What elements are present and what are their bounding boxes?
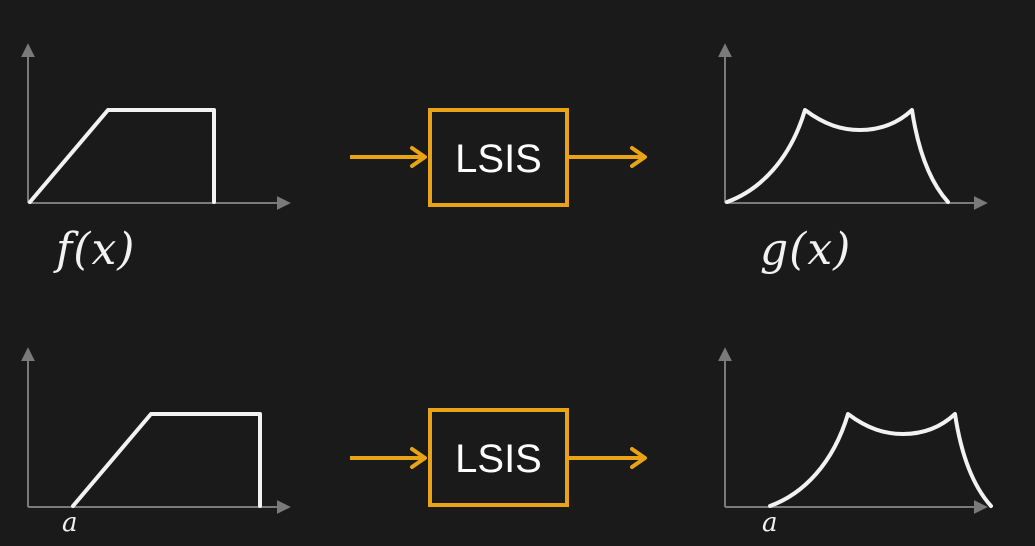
output-shift-label: a: [762, 508, 778, 538]
input-function-label: f(x): [56, 224, 136, 275]
output-arrowhead: [630, 146, 647, 168]
input-shift-label: a: [62, 508, 78, 538]
system-block-top: LSIS: [350, 108, 647, 207]
shifted-input-signal-curve: [71, 412, 262, 508]
output-function-label: g(x): [760, 224, 852, 275]
input-arrowhead: [410, 146, 427, 168]
output-arrowhead: [630, 447, 647, 469]
lsis-box: [428, 108, 569, 207]
system-block-bottom: LSIS: [350, 408, 647, 507]
input-arrowhead: [410, 447, 427, 469]
output-plot-bottom: [718, 347, 993, 514]
input-plot-bottom: [21, 347, 291, 514]
lsis-label: LSIS: [455, 437, 542, 481]
lsis-label: LSIS: [455, 137, 542, 181]
input-signal-curve: [28, 108, 216, 204]
lsis-box: [428, 408, 569, 507]
output-signal-curve: [725, 108, 950, 204]
shifted-output-signal-curve: [768, 412, 993, 508]
output-plot-top: [718, 43, 988, 210]
input-plot-top: [21, 43, 291, 210]
